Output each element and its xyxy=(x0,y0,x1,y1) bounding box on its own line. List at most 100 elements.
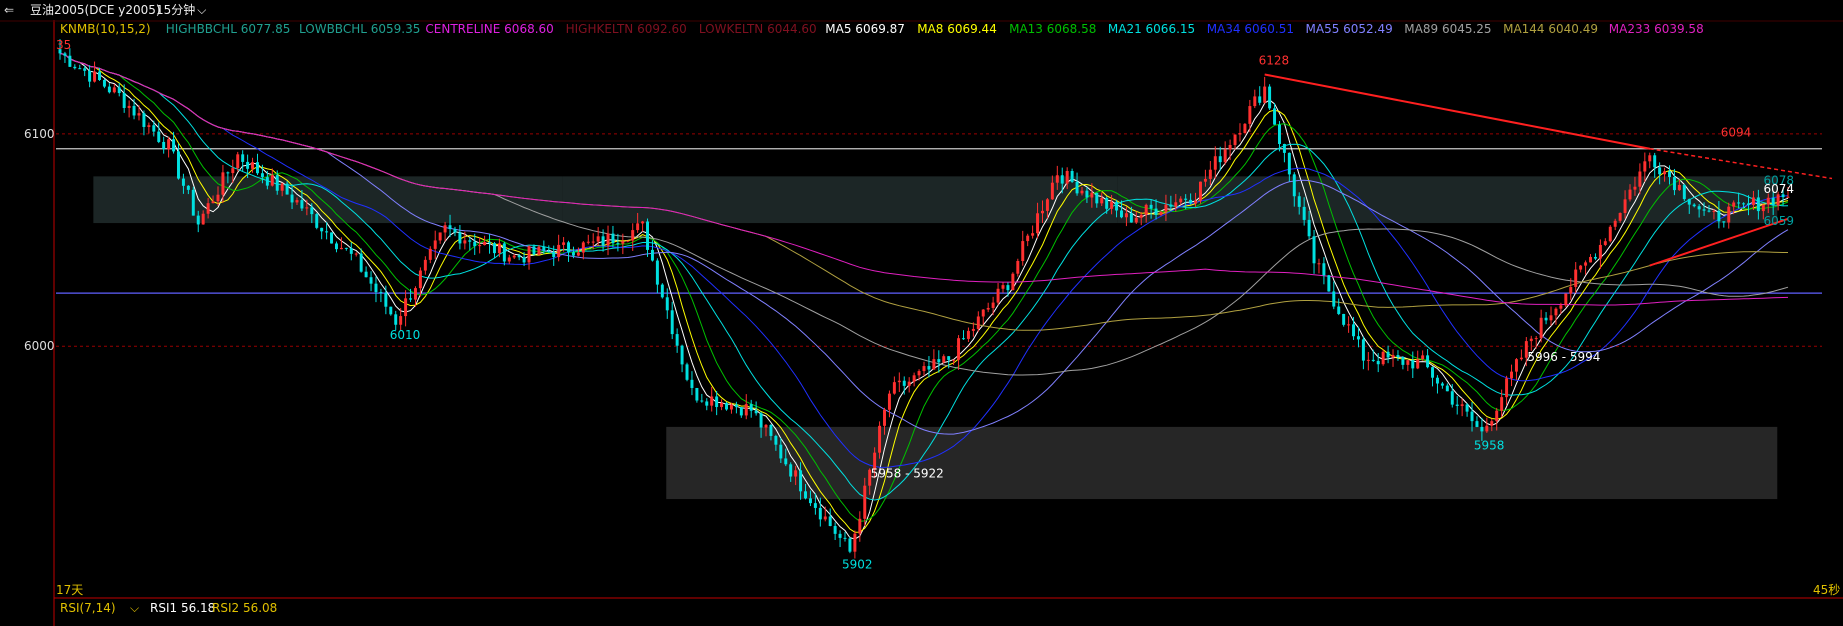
candle-body xyxy=(1198,181,1202,201)
legend-item: MA34 6060.51 xyxy=(1207,22,1294,36)
candle-body xyxy=(754,410,758,414)
candle-body xyxy=(1618,213,1622,221)
top-left-value-fragment: 35 xyxy=(56,38,71,52)
candle-body xyxy=(241,154,245,162)
candle-body xyxy=(843,537,847,539)
candle-body xyxy=(1396,355,1400,358)
candle-body xyxy=(1045,199,1049,211)
candle-body xyxy=(1080,190,1084,194)
candle-body xyxy=(1361,339,1365,361)
candle-body xyxy=(1223,149,1227,163)
candle-body xyxy=(488,242,492,244)
candle-body xyxy=(201,213,205,225)
candle-body xyxy=(1598,244,1602,259)
candle-body xyxy=(1534,338,1538,340)
candle-body xyxy=(117,87,121,94)
candle-body xyxy=(1465,404,1469,412)
candle-body xyxy=(650,249,654,261)
candle-body xyxy=(1514,359,1518,372)
candle-body xyxy=(102,80,106,87)
candle-body xyxy=(1539,317,1543,339)
trendlines xyxy=(1264,73,1833,267)
candle-body xyxy=(1179,198,1183,203)
candle-body xyxy=(260,173,264,178)
candle-body xyxy=(838,533,842,538)
candle-body xyxy=(1653,155,1657,168)
candle-body xyxy=(873,452,877,470)
legend-item: MA89 6045.25 xyxy=(1404,22,1491,36)
ma-line xyxy=(59,52,1789,522)
candle-body xyxy=(448,225,452,230)
candle-body xyxy=(162,141,166,150)
candle-body xyxy=(1766,197,1770,205)
candle-body xyxy=(181,178,185,186)
candle-body xyxy=(794,470,798,477)
legend-item: MA21 6066.15 xyxy=(1108,22,1195,36)
candle-body xyxy=(1302,206,1306,220)
candle-body xyxy=(749,404,753,411)
rsi-chevron-icon[interactable]: ⌵ xyxy=(130,601,139,615)
candle-body xyxy=(1584,262,1588,266)
candle-body xyxy=(211,201,215,204)
candle-body xyxy=(784,458,788,465)
candle-body xyxy=(907,381,911,386)
candle-body xyxy=(473,241,477,247)
candle-body xyxy=(863,485,867,519)
candle-body xyxy=(1060,175,1064,184)
candle-body xyxy=(344,247,348,249)
candle-body xyxy=(389,306,393,315)
candle-body xyxy=(285,183,289,195)
candle-body xyxy=(280,183,284,191)
candle-body xyxy=(1337,306,1341,314)
candle-body xyxy=(236,154,240,169)
candle-body xyxy=(591,241,595,243)
candle-body xyxy=(1273,108,1277,125)
candle-body xyxy=(507,257,511,262)
period-selector[interactable]: 15分钟 ⌵ xyxy=(156,0,206,20)
candle-body xyxy=(1682,184,1686,200)
candle-body xyxy=(725,403,728,410)
price-label: 5958 xyxy=(1474,438,1505,452)
instrument-title: 豆油2005(DCE y2005) xyxy=(30,3,161,17)
candle-body xyxy=(1041,210,1044,214)
ma-line xyxy=(59,52,1789,468)
candle-body xyxy=(1737,202,1741,204)
back-arrow-icon[interactable]: ⇐ xyxy=(4,3,15,17)
candle-body xyxy=(1608,226,1612,242)
candle-body xyxy=(952,359,956,361)
candle-body xyxy=(354,253,358,255)
candle-body xyxy=(1238,133,1242,135)
candle-body xyxy=(1544,317,1548,321)
legend-item: MA13 6068.58 xyxy=(1009,22,1096,36)
candle-body xyxy=(1021,241,1025,262)
candle-body xyxy=(700,400,704,402)
price-chart[interactable]: 6128 6010 5902 5958 - 5922 5996 - 5994 5958 60… xyxy=(0,20,1843,626)
candle-body xyxy=(1258,96,1262,103)
candle-body xyxy=(1277,124,1281,144)
candle-body xyxy=(330,232,334,244)
candle-body xyxy=(695,387,699,401)
candle-body xyxy=(1129,213,1133,223)
candle-body xyxy=(1356,336,1360,340)
candle-body xyxy=(1243,123,1247,134)
candle-body xyxy=(1628,189,1632,200)
candle-body xyxy=(1455,404,1459,406)
candle-body xyxy=(858,518,862,534)
candle-body xyxy=(641,221,645,224)
legend-item: MA55 6052.49 xyxy=(1306,22,1393,36)
candle-body xyxy=(1208,169,1212,179)
candle-body xyxy=(527,246,531,263)
candle-body xyxy=(705,401,709,406)
rsi-selector[interactable]: RSI(7,14) xyxy=(60,601,116,615)
indicator-selector[interactable]: KNMB(10,15,2) xyxy=(60,22,151,36)
candle-body xyxy=(1564,293,1568,306)
candle-body xyxy=(567,242,571,253)
candle-body xyxy=(1248,106,1252,124)
candle-body xyxy=(922,366,926,372)
candle-body xyxy=(1159,211,1163,215)
candle-body xyxy=(962,338,965,340)
candle-body xyxy=(384,292,388,307)
candle-body xyxy=(433,240,437,249)
countdown-label: 45秒 xyxy=(1813,583,1840,597)
candle-body xyxy=(1416,359,1420,369)
